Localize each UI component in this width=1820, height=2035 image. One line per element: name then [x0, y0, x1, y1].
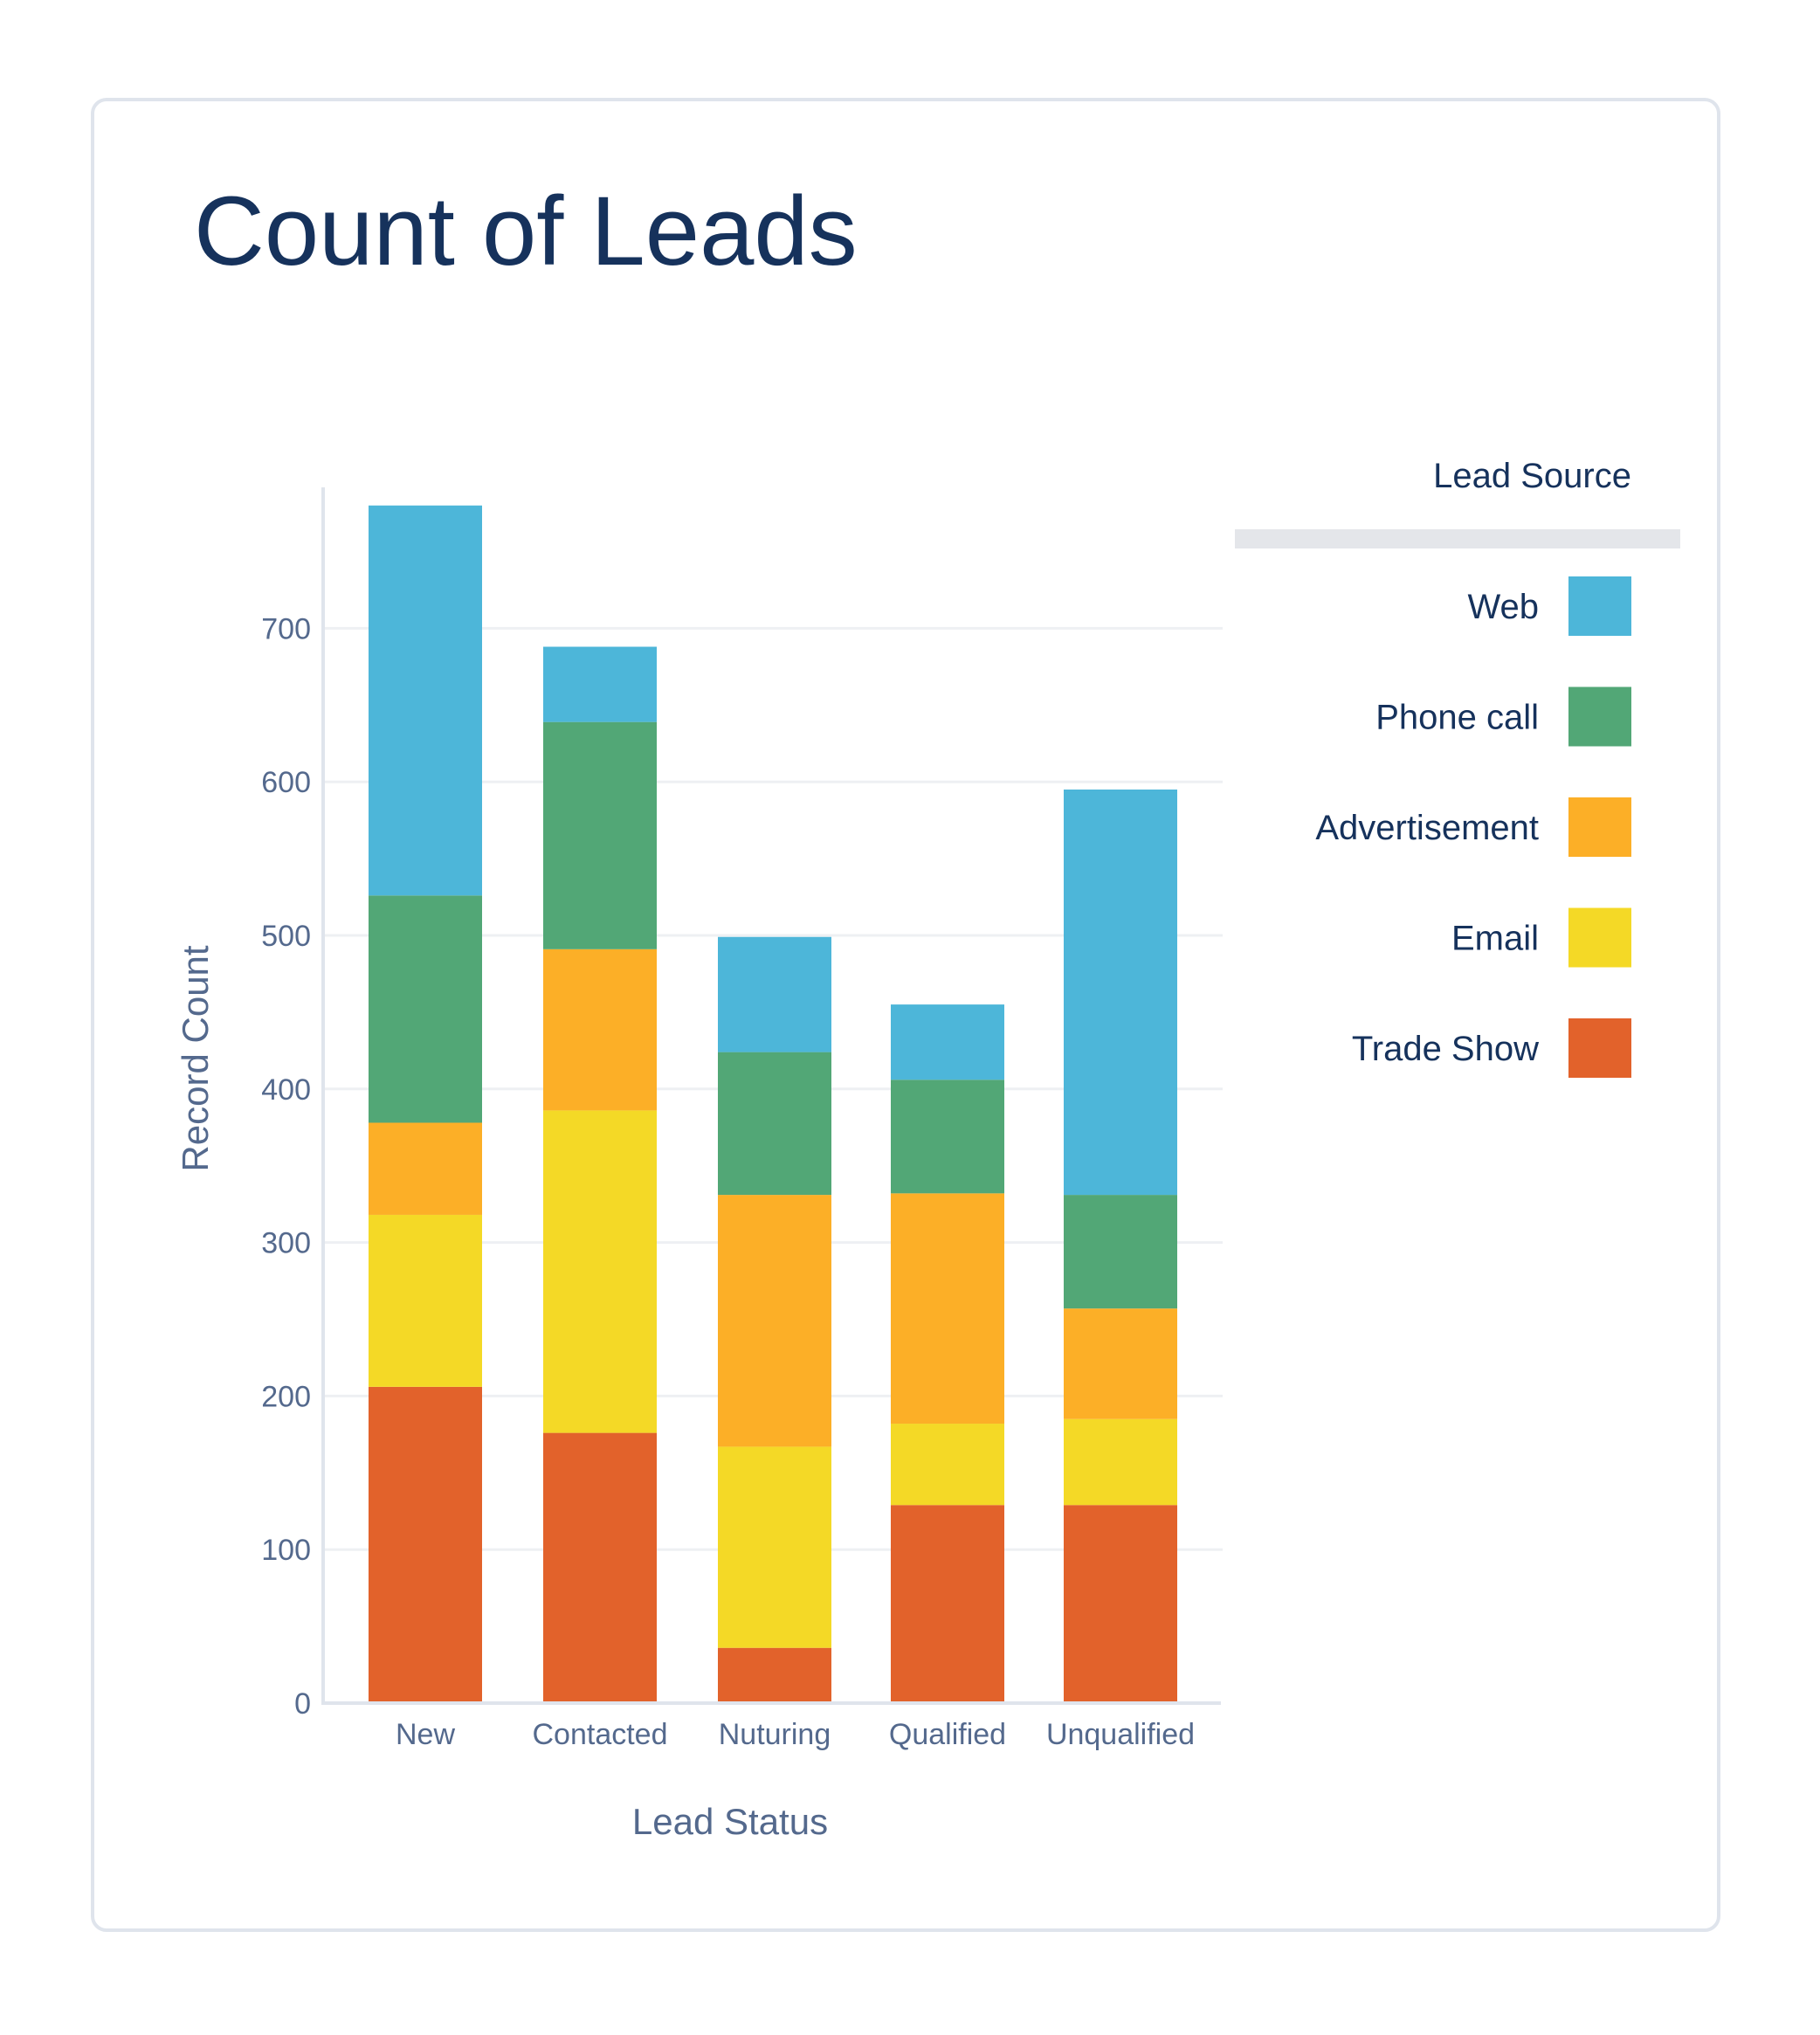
chart-title: Count of Leads: [194, 176, 858, 286]
bar-segment[interactable]: [718, 1052, 831, 1196]
y-tick-label: 300: [261, 1227, 311, 1260]
x-tick-label: New: [396, 1718, 455, 1751]
bar-segment[interactable]: [369, 505, 482, 896]
x-tick-labels: New Contacted Nuturing Qualified Unqualified: [396, 1718, 1195, 1751]
bar-segment[interactable]: [543, 721, 657, 949]
x-tick-label: Contacted: [533, 1718, 668, 1751]
bar-segment[interactable]: [1064, 1308, 1177, 1419]
legend-label: Advertisement: [1315, 809, 1539, 847]
x-axis-title: Lead Status: [632, 1801, 828, 1842]
legend-title: Lead Source: [1433, 457, 1631, 495]
y-tick-label: 400: [261, 1073, 311, 1107]
bar-segment[interactable]: [891, 1505, 1004, 1703]
bar-segment[interactable]: [891, 1193, 1004, 1424]
bar-segment[interactable]: [1064, 1505, 1177, 1703]
y-tick-label: 700: [261, 612, 311, 645]
legend-swatch: [1568, 576, 1631, 636]
bar-segment[interactable]: [1064, 789, 1177, 1196]
bar-segment[interactable]: [891, 1424, 1004, 1506]
y-tick-label: 500: [261, 920, 311, 953]
legend-swatch: [1568, 1018, 1631, 1078]
y-tick-label: 600: [261, 766, 311, 799]
x-tick-label: Nuturing: [719, 1718, 831, 1751]
y-tick-label: 200: [261, 1380, 311, 1413]
legend-label: Phone call: [1375, 699, 1539, 737]
axes: [321, 487, 1221, 1705]
legend-swatch: [1568, 797, 1631, 857]
y-tick-labels: 0 100 200 300 400 500 600 700: [261, 612, 311, 1721]
legend-swatch: [1568, 686, 1631, 747]
legend-swatch: [1568, 907, 1631, 968]
bar-segment[interactable]: [718, 936, 831, 1052]
bar-segment[interactable]: [543, 1432, 657, 1703]
legend: Lead Source Web Phone call Advertisement Em…: [1235, 457, 1680, 1078]
bar-segment[interactable]: [369, 895, 482, 1123]
x-tick-label: Unqualified: [1046, 1718, 1195, 1751]
bars: [369, 505, 1177, 1703]
legend-label: Web: [1467, 588, 1539, 626]
bar-segment[interactable]: [543, 949, 657, 1111]
bar-segment[interactable]: [891, 1004, 1004, 1080]
bar-segment[interactable]: [369, 1122, 482, 1215]
y-tick-label: 0: [294, 1687, 311, 1721]
y-tick-label: 100: [261, 1534, 311, 1567]
bar-segment[interactable]: [718, 1647, 831, 1703]
legend-label: Email: [1451, 920, 1539, 958]
bar-segment[interactable]: [543, 646, 657, 722]
bar-segment[interactable]: [718, 1446, 831, 1648]
legend-divider: [1235, 529, 1680, 548]
legend-label: Trade Show: [1352, 1030, 1539, 1068]
x-tick-label: Qualified: [889, 1718, 1006, 1751]
bar-segment[interactable]: [1064, 1418, 1177, 1506]
bar-segment[interactable]: [543, 1110, 657, 1433]
bar-segment[interactable]: [718, 1195, 831, 1447]
bar-segment[interactable]: [891, 1080, 1004, 1194]
bar-segment[interactable]: [369, 1214, 482, 1387]
y-axis-title: Record Count: [175, 945, 216, 1171]
bar-segment[interactable]: [1064, 1195, 1177, 1309]
bar-segment[interactable]: [369, 1386, 482, 1703]
